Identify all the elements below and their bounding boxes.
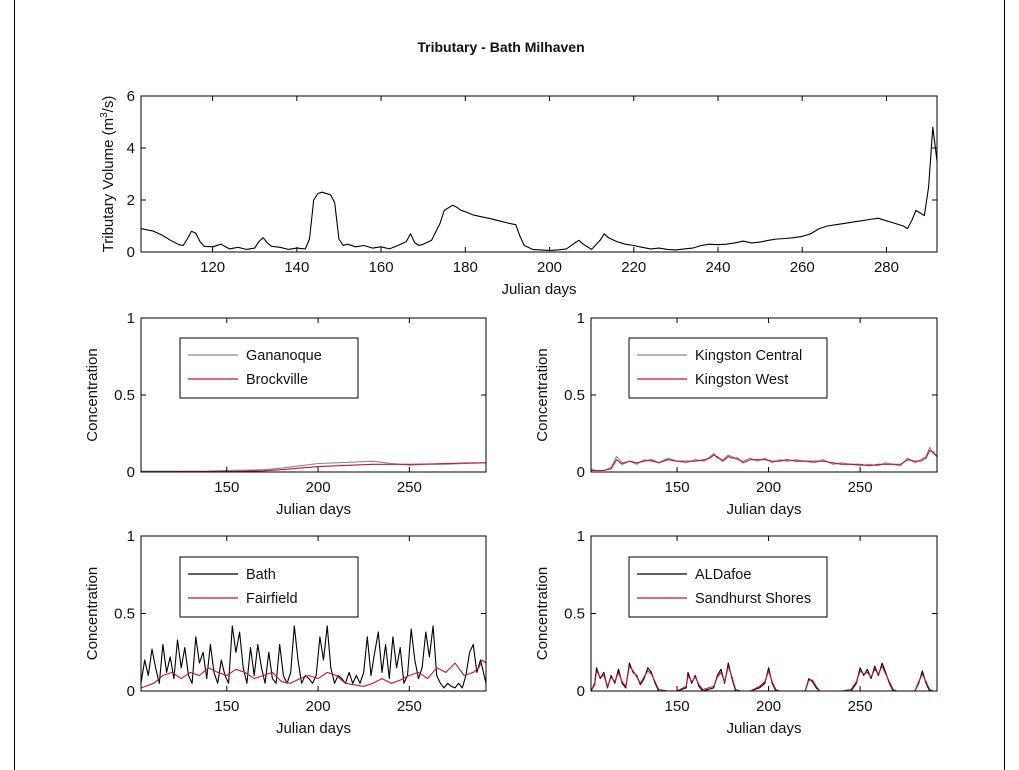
legend-box	[628, 337, 828, 399]
y-tick-label: 6	[127, 88, 135, 105]
x-tick-label: 250	[397, 698, 422, 715]
legend-label: Gananoque	[246, 348, 322, 364]
y-axis-label: Tributary Volume (m3/s)	[99, 96, 117, 253]
series-group	[591, 446, 937, 472]
y-axis-label: Concentration	[534, 348, 551, 441]
legend-label: Brockville	[246, 372, 308, 388]
y-tick-label: 1	[577, 310, 585, 327]
legend-label: Bath	[246, 567, 276, 583]
plot-area-frame	[140, 95, 938, 253]
y-tick-label: 4	[127, 140, 135, 157]
y-tick-label: 0.5	[114, 606, 135, 623]
series-line-brockville	[141, 462, 486, 472]
chart-panel-3: 150 200 250 0 0.5 1 Julian days Concentration Ki…	[534, 310, 938, 518]
y-tick-label: 1	[127, 528, 135, 545]
x-tick-label: 280	[874, 259, 899, 276]
x-tick-label: 120	[200, 259, 225, 276]
series-line-bath	[141, 625, 486, 689]
chart-panel-2: 150 200 250 0 0.5 1 Julian days Concentration Ga…	[84, 310, 487, 518]
chart-panel-4: 150 200 250 0 0.5 1 Julian days Concentration Ba…	[84, 528, 487, 737]
legend-box	[628, 556, 828, 618]
legend-label: Fairfield	[246, 591, 298, 607]
legend: Kingston Central Kingston West	[628, 337, 828, 399]
series-line-fairfield	[141, 659, 486, 689]
legend-label: Sandhurst Shores	[695, 591, 811, 607]
chart-panel-1: 120 140 160 180 200 220 240 260 280 0 2 4 6 Julian da…	[99, 88, 938, 298]
x-axis-label: Julian days	[726, 501, 801, 518]
legend-box	[179, 337, 359, 399]
x-tick-label: 200	[306, 698, 331, 715]
x-tick-label: 150	[665, 698, 690, 715]
figure-title: Tributary - Bath Milhaven	[417, 39, 584, 55]
x-tick-label: 150	[214, 479, 239, 496]
y-tick-label: 0	[127, 464, 135, 481]
chart-panel-5: 150 200 250 0 0.5 1 Julian days Concentration AL…	[534, 528, 938, 737]
x-axis-label: Julian days	[501, 281, 576, 298]
x-axis-label: Julian days	[276, 501, 351, 518]
x-tick-label: 250	[848, 698, 873, 715]
x-tick-label: 250	[397, 479, 422, 496]
x-tick-label: 150	[665, 479, 690, 496]
x-tick-label: 200	[537, 259, 562, 276]
x-tick-label: 260	[790, 259, 815, 276]
legend-box	[179, 556, 359, 618]
y-axis-label: Concentration	[534, 567, 551, 660]
x-tick-label: 160	[369, 259, 394, 276]
legend: Bath Fairfield	[179, 556, 359, 618]
x-axis-label: Julian days	[726, 720, 801, 737]
y-tick-label: 1	[127, 310, 135, 327]
y-tick-label: 0	[577, 464, 585, 481]
x-axis-label: Julian days	[276, 720, 351, 737]
y-tick-label: 0	[127, 244, 135, 261]
series-line-kingston-west	[591, 449, 937, 472]
y-tick-label: 0.5	[564, 606, 585, 623]
series-line-1	[141, 126, 937, 251]
x-tick-label: 250	[848, 479, 873, 496]
x-tick-label: 150	[214, 698, 239, 715]
y-tick-label: 0.5	[114, 387, 135, 404]
frame-left-border	[14, 0, 15, 770]
series-group	[141, 126, 937, 251]
y-axis-label: Concentration	[84, 348, 101, 441]
y-tick-label: 1	[577, 528, 585, 545]
series-group	[141, 460, 486, 472]
x-tick-label: 200	[756, 698, 781, 715]
series-group	[591, 662, 937, 691]
legend-label: Kingston West	[695, 372, 788, 388]
frame-right-border	[1004, 0, 1005, 770]
series-group	[141, 625, 486, 689]
series-line-sandhurst-shores	[591, 665, 937, 691]
y-tick-label: 2	[127, 192, 135, 209]
x-tick-label: 200	[306, 479, 331, 496]
x-tick-label: 240	[705, 259, 730, 276]
y-axis-label: Concentration	[84, 567, 101, 660]
series-line-kingston-central	[591, 446, 937, 472]
x-tick-label: 200	[756, 479, 781, 496]
y-tick-label: 0	[127, 683, 135, 700]
legend-label: Kingston Central	[695, 348, 802, 364]
y-tick-label: 0.5	[564, 387, 585, 404]
x-tick-label: 140	[284, 259, 309, 276]
x-tick-label: 180	[453, 259, 478, 276]
legend: Gananoque Brockville	[179, 337, 359, 399]
y-tick-label: 0	[577, 683, 585, 700]
series-line-aldafoe	[591, 662, 937, 691]
legend-label: ALDafoe	[695, 567, 751, 583]
x-tick-label: 220	[621, 259, 646, 276]
legend: ALDafoe Sandhurst Shores	[628, 556, 828, 618]
series-line-gananoque	[141, 460, 486, 472]
